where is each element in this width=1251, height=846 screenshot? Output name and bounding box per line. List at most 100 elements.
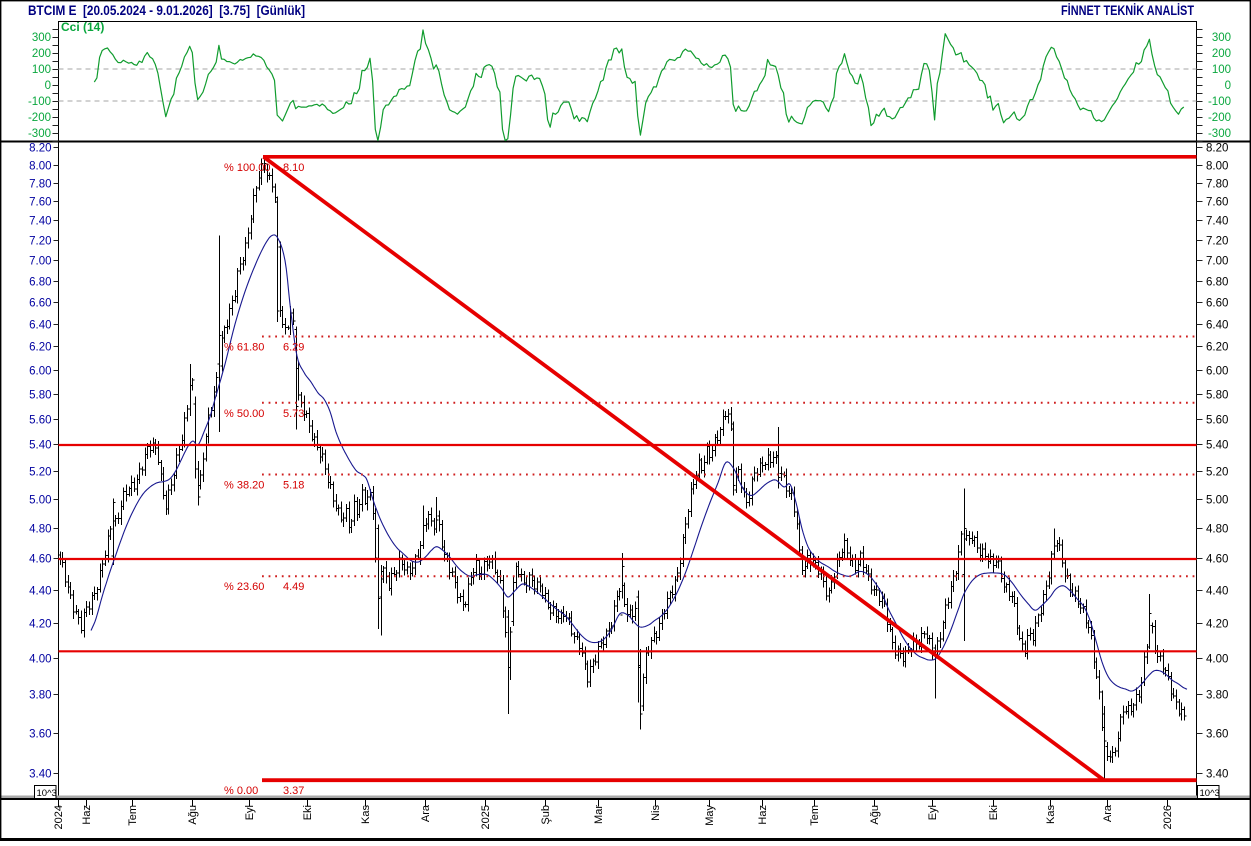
- svg-text:4.20: 4.20: [29, 619, 51, 631]
- svg-text:3.40: 3.40: [29, 769, 51, 781]
- svg-text:5.00: 5.00: [1206, 495, 1228, 507]
- svg-text:200: 200: [32, 48, 51, 60]
- svg-text:5.20: 5.20: [29, 467, 51, 479]
- svg-text:6.29: 6.29: [283, 342, 304, 354]
- svg-text:-100: -100: [1208, 96, 1231, 108]
- svg-text:4.80: 4.80: [1206, 524, 1228, 536]
- svg-text:7.00: 7.00: [29, 256, 51, 268]
- svg-text:6.00: 6.00: [1206, 366, 1228, 378]
- svg-text:5.60: 5.60: [29, 415, 51, 427]
- svg-text:7.00: 7.00: [1206, 256, 1228, 268]
- svg-text:5.00: 5.00: [29, 495, 51, 507]
- svg-text:Eyl: Eyl: [244, 805, 256, 820]
- svg-text:2024: 2024: [53, 805, 65, 829]
- svg-text:-200: -200: [1208, 112, 1231, 124]
- svg-text:6.00: 6.00: [29, 366, 51, 378]
- svg-text:Haz: Haz: [757, 805, 769, 825]
- svg-text:4.00: 4.00: [29, 654, 51, 666]
- svg-text:4.20: 4.20: [1206, 619, 1228, 631]
- svg-text:4.80: 4.80: [29, 524, 51, 536]
- svg-text:7.40: 7.40: [29, 216, 51, 228]
- svg-text:8.20: 8.20: [29, 143, 51, 155]
- svg-text:% 0.00: % 0.00: [224, 785, 258, 797]
- svg-text:4.49: 4.49: [283, 581, 304, 593]
- svg-text:Şub: Şub: [540, 805, 552, 825]
- svg-text:-100: -100: [28, 96, 51, 108]
- svg-text:7.60: 7.60: [1206, 197, 1228, 209]
- svg-text:Tem: Tem: [809, 805, 821, 826]
- svg-text:5.20: 5.20: [1206, 467, 1228, 479]
- svg-text:7.20: 7.20: [1206, 236, 1228, 248]
- svg-text:Eyl: Eyl: [927, 805, 939, 820]
- svg-text:Ara: Ara: [1102, 804, 1114, 822]
- svg-text:6.20: 6.20: [29, 342, 51, 354]
- svg-text:4.60: 4.60: [29, 554, 51, 566]
- svg-text:4.40: 4.40: [1206, 586, 1228, 598]
- svg-text:% 50.00: % 50.00: [224, 408, 264, 420]
- svg-text:100: 100: [32, 64, 51, 76]
- svg-text:BTCIM E [20.05.2024 - 9.01.20: BTCIM E [20.05.2024 - 9.01.2026] [3.75] …: [28, 3, 305, 18]
- svg-text:Cci (14): Cci (14): [61, 20, 104, 34]
- svg-text:Kas: Kas: [360, 805, 372, 824]
- svg-text:% 38.20: % 38.20: [224, 480, 264, 492]
- svg-text:3.80: 3.80: [1206, 690, 1228, 702]
- svg-text:-300: -300: [28, 128, 51, 140]
- svg-text:5.80: 5.80: [1206, 390, 1228, 402]
- svg-text:10^3: 10^3: [37, 788, 57, 799]
- svg-text:7.80: 7.80: [1206, 179, 1228, 191]
- svg-text:300: 300: [1212, 32, 1231, 44]
- svg-text:5.60: 5.60: [1206, 415, 1228, 427]
- svg-text:3.80: 3.80: [29, 690, 51, 702]
- svg-text:2025: 2025: [480, 805, 492, 829]
- svg-text:7.60: 7.60: [29, 197, 51, 209]
- svg-text:4.40: 4.40: [29, 586, 51, 598]
- svg-text:10^3: 10^3: [1200, 788, 1220, 799]
- svg-text:4.60: 4.60: [1206, 554, 1228, 566]
- svg-text:200: 200: [1212, 48, 1231, 60]
- svg-text:Tem: Tem: [127, 805, 139, 826]
- svg-text:% 23.60: % 23.60: [224, 581, 264, 593]
- svg-text:6.40: 6.40: [1206, 320, 1228, 332]
- svg-text:5.40: 5.40: [29, 440, 51, 452]
- svg-text:6.40: 6.40: [29, 320, 51, 332]
- svg-text:0: 0: [1225, 80, 1231, 92]
- svg-text:3.37: 3.37: [283, 785, 304, 797]
- svg-text:Kas: Kas: [1045, 805, 1057, 824]
- svg-text:0: 0: [45, 80, 51, 92]
- svg-text:May: May: [704, 805, 716, 826]
- svg-text:7.80: 7.80: [29, 179, 51, 191]
- svg-text:Eki: Eki: [302, 805, 314, 820]
- svg-text:3.40: 3.40: [1206, 769, 1228, 781]
- svg-text:8.00: 8.00: [1206, 161, 1228, 173]
- svg-text:4.00: 4.00: [1206, 654, 1228, 666]
- svg-text:3.60: 3.60: [29, 729, 51, 741]
- svg-text:8.10: 8.10: [283, 162, 304, 174]
- svg-text:% 61.80: % 61.80: [224, 342, 264, 354]
- svg-text:6.60: 6.60: [1206, 298, 1228, 310]
- svg-text:% 100.00: % 100.00: [224, 162, 270, 174]
- svg-text:100: 100: [1212, 64, 1231, 76]
- svg-text:-300: -300: [1208, 128, 1231, 140]
- svg-text:3.60: 3.60: [1206, 729, 1228, 741]
- svg-text:300: 300: [32, 32, 51, 44]
- svg-text:Mar: Mar: [593, 805, 605, 824]
- svg-text:6.80: 6.80: [1206, 277, 1228, 289]
- svg-text:7.20: 7.20: [29, 236, 51, 248]
- svg-text:Ağu: Ağu: [869, 805, 881, 825]
- svg-text:8.20: 8.20: [1206, 143, 1228, 155]
- svg-text:6.80: 6.80: [29, 277, 51, 289]
- svg-text:5.18: 5.18: [283, 480, 304, 492]
- svg-text:5.80: 5.80: [29, 390, 51, 402]
- svg-text:5.73: 5.73: [283, 408, 304, 420]
- svg-text:8.00: 8.00: [29, 161, 51, 173]
- svg-text:Haz: Haz: [81, 805, 93, 825]
- svg-text:Nis: Nis: [650, 805, 662, 821]
- svg-text:7.40: 7.40: [1206, 216, 1228, 228]
- svg-text:6.20: 6.20: [1206, 342, 1228, 354]
- svg-text:-200: -200: [28, 112, 51, 124]
- svg-text:2026: 2026: [1162, 805, 1174, 829]
- svg-text:6.60: 6.60: [29, 298, 51, 310]
- svg-text:FİNNET TEKNİK ANALİST: FİNNET TEKNİK ANALİST: [1061, 3, 1195, 18]
- svg-text:Ara: Ara: [420, 804, 432, 822]
- svg-text:5.40: 5.40: [1206, 440, 1228, 452]
